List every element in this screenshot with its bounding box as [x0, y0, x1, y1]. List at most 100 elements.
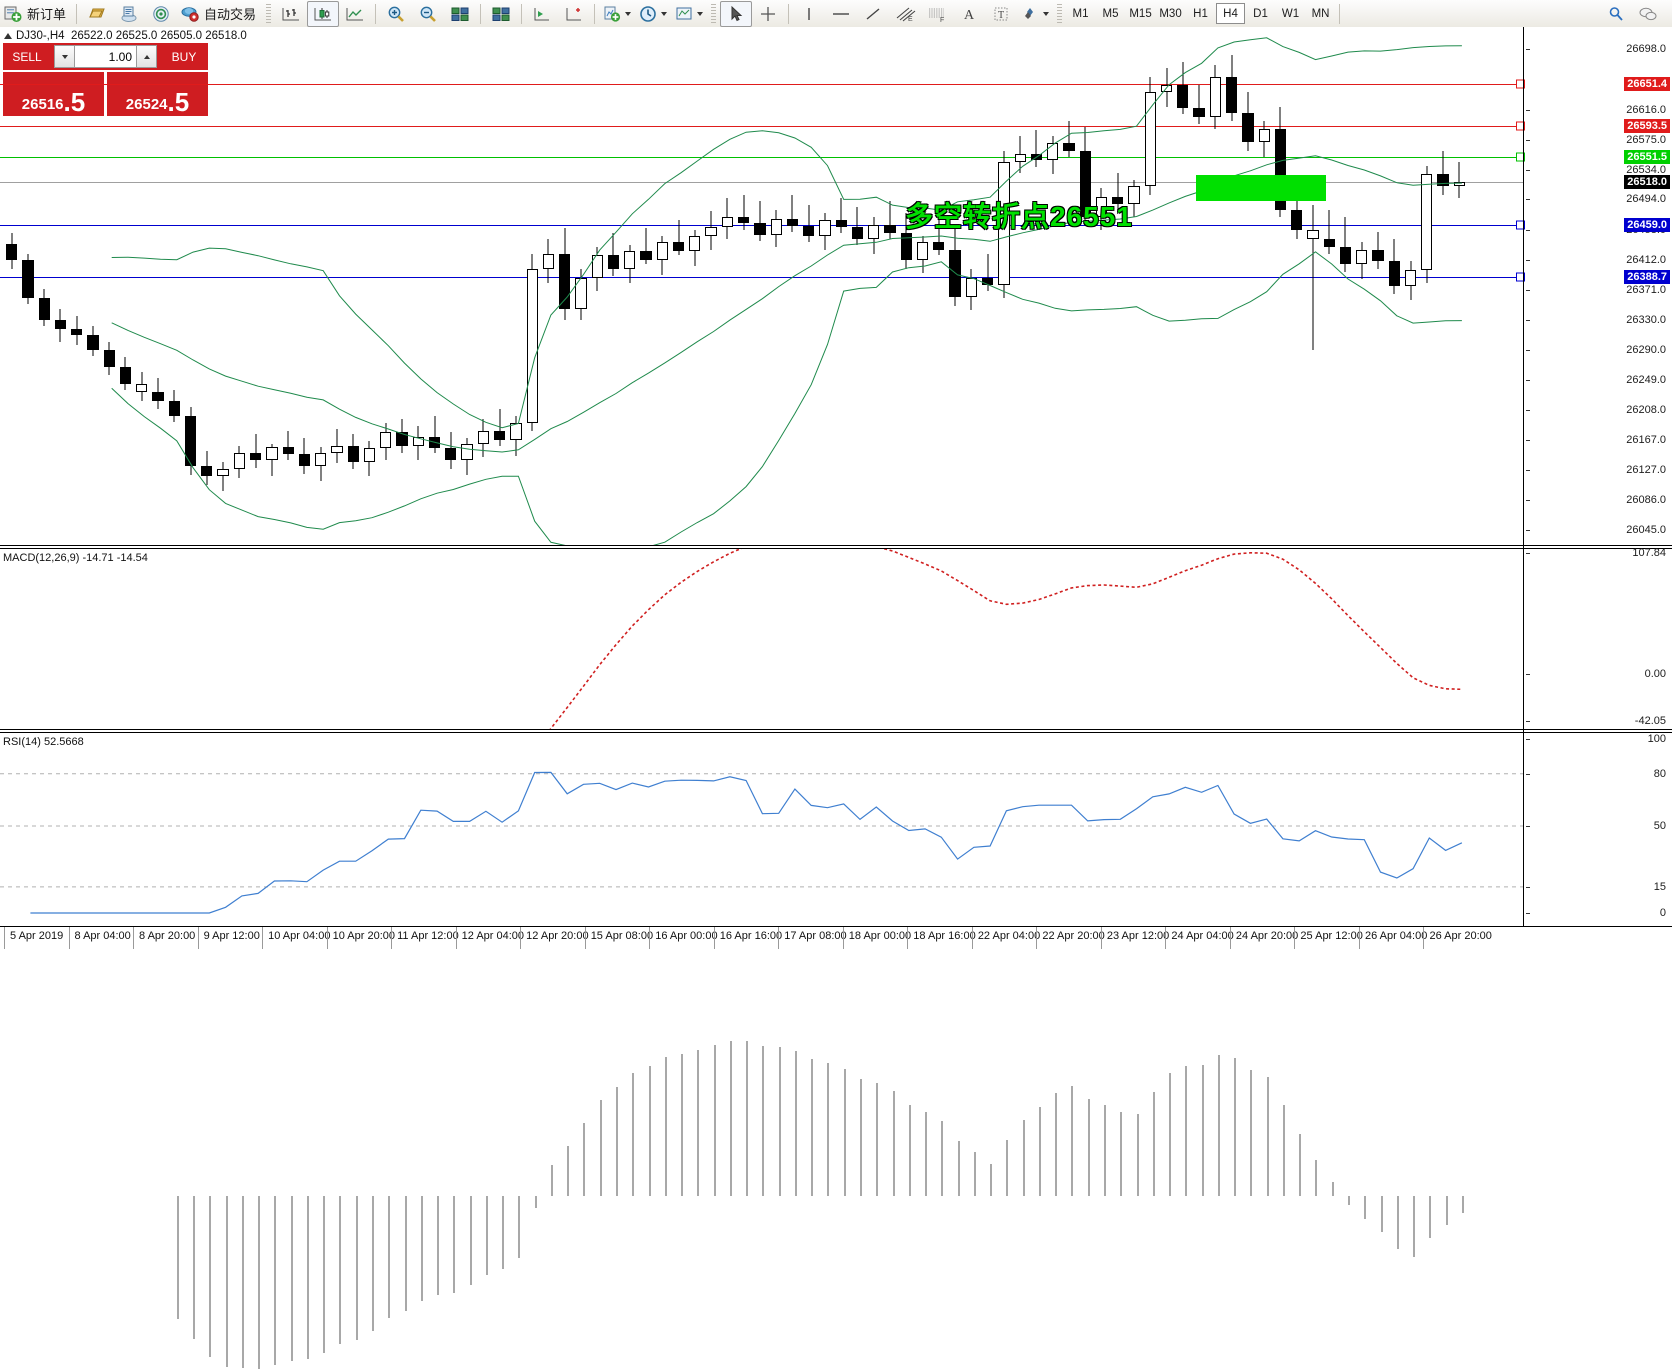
level-line-handle[interactable] [1516, 121, 1525, 131]
templates-button[interactable] [671, 1, 707, 27]
green-rectangle-object[interactable] [1196, 175, 1326, 201]
toolbar-grip[interactable] [1057, 3, 1063, 24]
tile-windows-button[interactable] [444, 1, 476, 27]
candle-body [428, 436, 441, 449]
level-line-handle[interactable] [1516, 152, 1525, 162]
periods-button[interactable] [635, 1, 671, 27]
time-tick-label: 15 Apr 08:00 [590, 930, 654, 942]
collapse-triangle-icon[interactable] [4, 33, 12, 39]
candlestick [1242, 91, 1254, 151]
toolbar-divider [788, 3, 790, 24]
level-line-handle[interactable] [1516, 272, 1525, 282]
chart-canvas[interactable]: DJ30-,H4 26522.0 26525.0 26505.0 26518.0… [0, 27, 1672, 1369]
candle-body [1258, 128, 1270, 142]
price-level-badge[interactable]: 26593.5 [1624, 119, 1670, 134]
zoom-out-button[interactable] [412, 1, 444, 27]
chat-button[interactable] [1632, 1, 1664, 27]
folder-icon-button[interactable] [81, 1, 113, 27]
cursor-button[interactable] [720, 0, 753, 27]
signals-icon-button[interactable] [145, 1, 177, 27]
chevron-down-icon[interactable] [661, 11, 668, 16]
time-axis[interactable]: 5 Apr 2019 8 Apr 04:00 8 Apr 20:00 9 Apr 12… [0, 926, 1672, 949]
rsi-pane[interactable] [0, 733, 1524, 927]
chevron-down-icon[interactable] [697, 11, 704, 16]
tile-windows-button-2[interactable] [485, 1, 517, 27]
line-chart-button[interactable] [339, 1, 371, 27]
timeframe-m5[interactable]: M5 [1102, 7, 1119, 20]
macd-pane[interactable] [0, 549, 1524, 1369]
toolbar-grip[interactable] [711, 3, 717, 24]
price-pane[interactable] [0, 27, 1525, 545]
price-tick-label: 26167.0 [1626, 434, 1666, 447]
text-label-button[interactable]: A [953, 1, 985, 27]
timeframe-mn[interactable]: MN [1311, 7, 1330, 20]
rsi-indicator-label[interactable]: RSI(14) 52.5668 [3, 736, 84, 748]
chart-annotation-text[interactable]: 多空转折点26551 [905, 201, 1133, 232]
macd-indicator-label[interactable]: MACD(12,26,9) -14.71 -14.54 [3, 552, 148, 564]
crosshair-button[interactable] [752, 1, 784, 27]
macd-histogram-bar [778, 1046, 781, 1196]
level-line-handle[interactable] [1516, 220, 1525, 230]
candle-body [916, 242, 929, 260]
level-line-handle[interactable] [1516, 79, 1525, 89]
price-level-badge[interactable]: 26651.4 [1624, 76, 1670, 91]
candle-body [689, 236, 701, 252]
objects-button[interactable] [1017, 1, 1053, 27]
sell-button[interactable]: SELL [3, 43, 51, 70]
candlestick [575, 268, 587, 321]
news-icon [121, 6, 137, 22]
chevron-down-icon[interactable] [1043, 11, 1050, 16]
candlestick [347, 433, 359, 470]
toolbar-divider [375, 3, 377, 24]
volume-dropdown-button[interactable] [54, 45, 75, 68]
chart-shift-button[interactable] [558, 1, 590, 27]
zoom-in-button[interactable] [380, 1, 412, 27]
new-order-button[interactable]: 新订单 [0, 1, 72, 27]
chevron-down-icon[interactable] [625, 11, 632, 16]
horizontal-line-button[interactable] [825, 1, 857, 27]
autoscroll-button[interactable] [526, 1, 558, 27]
candle-body [900, 233, 912, 260]
candle-body [22, 259, 34, 299]
fibonacci-button[interactable]: F [921, 1, 953, 27]
candle-wick [255, 433, 257, 468]
price-level-badge[interactable]: 26459.0 [1624, 218, 1670, 233]
price-level-badge[interactable]: 26388.7 [1624, 270, 1670, 285]
horizontal-level-line[interactable] [0, 157, 1524, 159]
sell-price-button[interactable]: 26516.5 [3, 72, 104, 116]
macd-histogram-bar [176, 1195, 179, 1319]
macd-histogram-bar [225, 1195, 228, 1367]
candlestick [1030, 130, 1043, 168]
horizontal-level-line[interactable] [0, 277, 1524, 279]
indicators-button[interactable] [599, 1, 635, 27]
text-button[interactable]: T [985, 1, 1017, 27]
news-icon-button[interactable] [113, 1, 145, 27]
candlestick-chart-button[interactable] [307, 0, 340, 27]
autotrade-button[interactable]: 自动交易 [177, 1, 262, 27]
candle-body [526, 268, 538, 424]
price-level-badge[interactable]: 26518.0 [1624, 174, 1670, 189]
candle-body [1063, 143, 1075, 151]
trendline-button[interactable] [857, 1, 889, 27]
candle-body [412, 436, 424, 446]
price-tick [1526, 170, 1530, 172]
horizontal-level-line[interactable] [0, 83, 1524, 85]
bar-chart-button[interactable] [275, 1, 307, 27]
macd-histogram-bar [681, 1054, 684, 1196]
macd-histogram-bar [193, 1195, 196, 1340]
timeframe-w1[interactable]: W1 [1281, 7, 1300, 20]
timeframe-d1[interactable]: D1 [1253, 7, 1268, 20]
timeframe-m15[interactable]: M15 [1129, 7, 1152, 20]
timeframe-m1[interactable]: M1 [1072, 7, 1089, 20]
horizontal-line-icon [833, 12, 850, 15]
timeframe-m30[interactable]: M30 [1159, 7, 1182, 20]
price-axis[interactable]: 26698.026616.026575.026534.026494.026453… [1524, 27, 1672, 949]
vertical-line-button[interactable] [793, 1, 825, 27]
timeframe-h1[interactable]: H1 [1193, 7, 1208, 20]
timeframe-h4[interactable]: H4 [1216, 3, 1246, 24]
horizontal-level-line[interactable] [0, 126, 1524, 128]
channel-button[interactable]: E [889, 1, 921, 27]
price-level-badge[interactable]: 26551.5 [1624, 150, 1670, 165]
toolbar-grip[interactable] [266, 3, 272, 24]
search-button[interactable] [1600, 1, 1632, 27]
